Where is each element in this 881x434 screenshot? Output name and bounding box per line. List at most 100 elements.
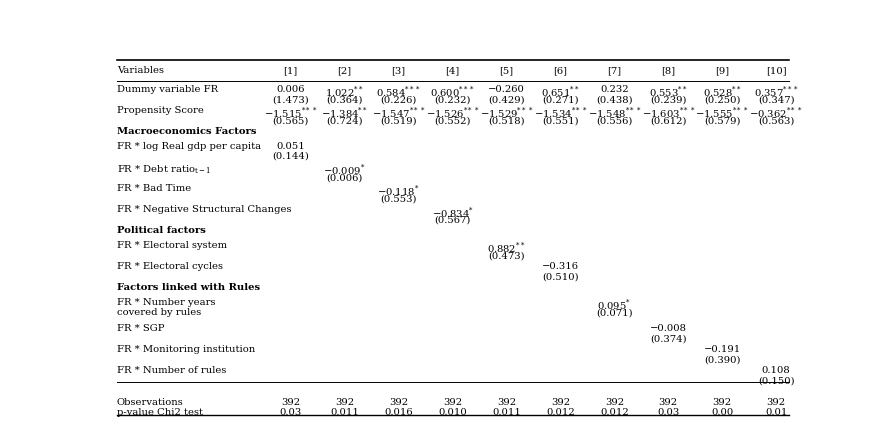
Text: 0.00: 0.00: [711, 408, 733, 416]
Text: [1]: [1]: [284, 66, 298, 75]
Text: (0.556): (0.556): [596, 116, 633, 125]
Text: 0.051: 0.051: [277, 141, 305, 151]
Text: −1.529$^{\mathregular{***}}$: −1.529$^{\mathregular{***}}$: [480, 106, 533, 121]
Text: 0.011: 0.011: [330, 408, 359, 416]
Text: [9]: [9]: [715, 66, 729, 75]
Text: 392: 392: [659, 397, 677, 406]
Text: (0.519): (0.519): [381, 116, 417, 125]
Text: (0.553): (0.553): [381, 194, 417, 203]
Text: [6]: [6]: [553, 66, 567, 75]
Text: FR * Monitoring institution: FR * Monitoring institution: [117, 345, 255, 353]
Text: [5]: [5]: [500, 66, 514, 75]
Text: (0.239): (0.239): [650, 95, 686, 104]
Text: (0.565): (0.565): [272, 116, 309, 125]
Text: 0.553$^{\mathregular{**}}$: 0.553$^{\mathregular{**}}$: [648, 85, 688, 100]
Text: (0.612): (0.612): [650, 116, 686, 125]
Text: [2]: [2]: [337, 66, 352, 75]
Text: 0.016: 0.016: [384, 408, 413, 416]
Text: 0.01: 0.01: [765, 408, 788, 416]
Text: 0.095$^{\mathregular{*}}$: 0.095$^{\mathregular{*}}$: [597, 297, 632, 312]
Text: 392: 392: [497, 397, 516, 406]
Text: 392: 392: [551, 397, 570, 406]
Text: −1.548$^{\mathregular{***}}$: −1.548$^{\mathregular{***}}$: [588, 106, 641, 121]
Text: −1.515$^{\mathregular{***}}$: −1.515$^{\mathregular{***}}$: [264, 106, 317, 121]
Text: [4]: [4]: [446, 66, 460, 75]
Text: −0.191: −0.191: [704, 345, 741, 353]
Text: FR * SGP: FR * SGP: [117, 323, 165, 332]
Text: FR * Debt ratio$_{\mathregular{t-1}}$: FR * Debt ratio$_{\mathregular{t-1}}$: [117, 163, 211, 175]
Text: 0.006: 0.006: [277, 85, 305, 94]
Text: (0.567): (0.567): [434, 215, 470, 224]
Text: (0.226): (0.226): [381, 95, 417, 104]
Text: Variables: Variables: [117, 66, 164, 75]
Text: (0.510): (0.510): [542, 272, 579, 281]
Text: −1.384$^{\mathregular{**}}$: −1.384$^{\mathregular{**}}$: [321, 106, 368, 121]
Text: (0.364): (0.364): [326, 95, 363, 104]
Text: FR * log Real gdp per capita: FR * log Real gdp per capita: [117, 141, 261, 151]
Text: Macroeconomics Factors: Macroeconomics Factors: [117, 127, 256, 136]
Text: [8]: [8]: [662, 66, 676, 75]
Text: [3]: [3]: [391, 66, 405, 75]
Text: (0.579): (0.579): [704, 116, 741, 125]
Text: 0.03: 0.03: [279, 408, 302, 416]
Text: p-value Chi2 test: p-value Chi2 test: [117, 408, 203, 416]
Text: FR * Electoral cycles: FR * Electoral cycles: [117, 262, 223, 270]
Text: FR * Bad Time: FR * Bad Time: [117, 184, 191, 193]
Text: (0.552): (0.552): [434, 116, 470, 125]
Text: (0.518): (0.518): [488, 116, 525, 125]
Text: −0.118$^{\mathregular{*}}$: −0.118$^{\mathregular{*}}$: [377, 184, 420, 199]
Text: 0.011: 0.011: [492, 408, 521, 416]
Text: (0.551): (0.551): [542, 116, 579, 125]
Text: −0.008: −0.008: [650, 323, 687, 332]
Text: −0.260: −0.260: [488, 85, 525, 94]
Text: 392: 392: [766, 397, 786, 406]
Text: −0.362$^{\mathregular{***}}$: −0.362$^{\mathregular{***}}$: [750, 106, 803, 121]
Text: Dummy variable FR: Dummy variable FR: [117, 85, 218, 94]
Text: Observations: Observations: [117, 397, 184, 406]
Text: 0.528$^{\mathregular{**}}$: 0.528$^{\mathregular{**}}$: [703, 85, 742, 100]
Text: (0.150): (0.150): [758, 375, 795, 385]
Text: 0.232: 0.232: [600, 85, 629, 94]
Text: 0.357$^{\mathregular{***}}$: 0.357$^{\mathregular{***}}$: [753, 85, 799, 100]
Text: 392: 392: [335, 397, 354, 406]
Text: 0.882$^{\mathregular{**}}$: 0.882$^{\mathregular{**}}$: [487, 240, 526, 256]
Text: 392: 392: [443, 397, 463, 406]
Text: FR * Number years: FR * Number years: [117, 297, 216, 306]
Text: FR * Electoral system: FR * Electoral system: [117, 240, 227, 250]
Text: (0.563): (0.563): [758, 116, 795, 125]
Text: covered by rules: covered by rules: [117, 307, 201, 316]
Text: 0.012: 0.012: [600, 408, 629, 416]
Text: −0.316: −0.316: [542, 262, 579, 270]
Text: 0.012: 0.012: [546, 408, 574, 416]
Text: 392: 392: [604, 397, 624, 406]
Text: FR * Negative Structural Changes: FR * Negative Structural Changes: [117, 205, 292, 214]
Text: 0.584$^{\mathregular{***}}$: 0.584$^{\mathregular{***}}$: [376, 85, 421, 100]
Text: 0.600$^{\mathregular{***}}$: 0.600$^{\mathregular{***}}$: [430, 85, 475, 100]
Text: (0.374): (0.374): [650, 333, 686, 342]
Text: Propensity Score: Propensity Score: [117, 106, 204, 115]
Text: [10]: [10]: [766, 66, 787, 75]
Text: (0.144): (0.144): [272, 151, 309, 161]
Text: 392: 392: [281, 397, 300, 406]
Text: 1.022$^{\mathregular{**}}$: 1.022$^{\mathregular{**}}$: [325, 85, 364, 100]
Text: 0.03: 0.03: [657, 408, 679, 416]
Text: (0.347): (0.347): [758, 95, 795, 104]
Text: −1.534$^{\mathregular{***}}$: −1.534$^{\mathregular{***}}$: [534, 106, 587, 121]
Text: −1.555$^{\mathregular{***}}$: −1.555$^{\mathregular{***}}$: [695, 106, 749, 121]
Text: (0.071): (0.071): [596, 307, 633, 316]
Text: Factors linked with Rules: Factors linked with Rules: [117, 283, 260, 292]
Text: [7]: [7]: [607, 66, 621, 75]
Text: (1.473): (1.473): [272, 95, 309, 104]
Text: (0.232): (0.232): [434, 95, 470, 104]
Text: 392: 392: [389, 397, 408, 406]
Text: (0.390): (0.390): [704, 355, 741, 364]
Text: −1.526$^{\mathregular{***}}$: −1.526$^{\mathregular{***}}$: [426, 106, 479, 121]
Text: 392: 392: [713, 397, 732, 406]
Text: −1.603$^{\mathregular{***}}$: −1.603$^{\mathregular{***}}$: [641, 106, 695, 121]
Text: (0.429): (0.429): [488, 95, 525, 104]
Text: 0.651$^{\mathregular{**}}$: 0.651$^{\mathregular{**}}$: [541, 85, 580, 100]
Text: Political factors: Political factors: [117, 226, 206, 235]
Text: (0.006): (0.006): [327, 173, 363, 182]
Text: 0.010: 0.010: [438, 408, 467, 416]
Text: (0.250): (0.250): [704, 95, 741, 104]
